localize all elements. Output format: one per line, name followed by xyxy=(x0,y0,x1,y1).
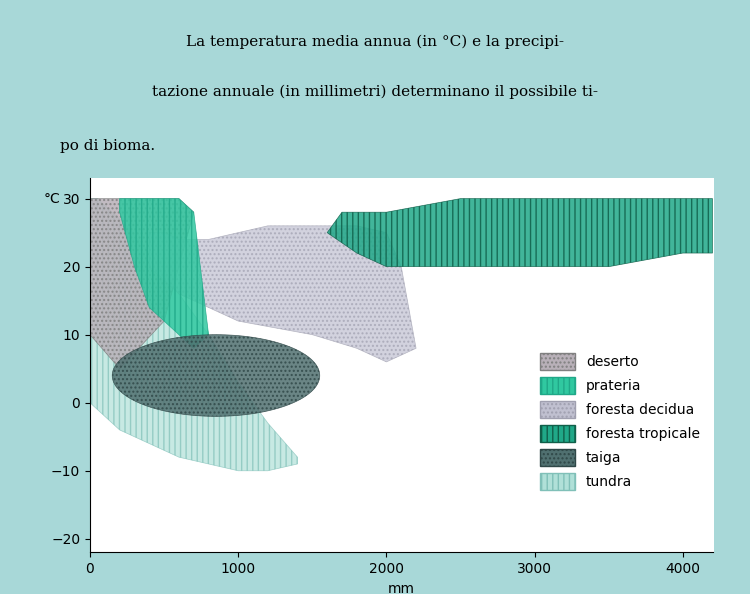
Text: tazione annuale (in millimetri) determinano il possibile ti-: tazione annuale (in millimetri) determin… xyxy=(152,84,598,99)
Legend: deserto, prateria, foresta decidua, foresta tropicale, taiga, tundra: deserto, prateria, foresta decidua, fore… xyxy=(535,347,706,495)
Polygon shape xyxy=(149,226,416,362)
Text: La temperatura media annua (in °C) e la precipi-: La temperatura media annua (in °C) e la … xyxy=(186,34,564,49)
Polygon shape xyxy=(120,198,208,348)
X-axis label: mm: mm xyxy=(388,582,415,594)
Polygon shape xyxy=(327,198,712,267)
Polygon shape xyxy=(112,334,320,416)
Text: °C: °C xyxy=(44,192,60,206)
Text: po di bioma.: po di bioma. xyxy=(60,140,155,153)
Polygon shape xyxy=(90,198,194,369)
Polygon shape xyxy=(90,198,298,471)
